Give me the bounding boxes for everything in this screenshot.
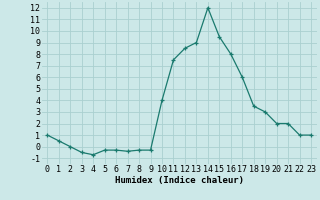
X-axis label: Humidex (Indice chaleur): Humidex (Indice chaleur) xyxy=(115,176,244,185)
